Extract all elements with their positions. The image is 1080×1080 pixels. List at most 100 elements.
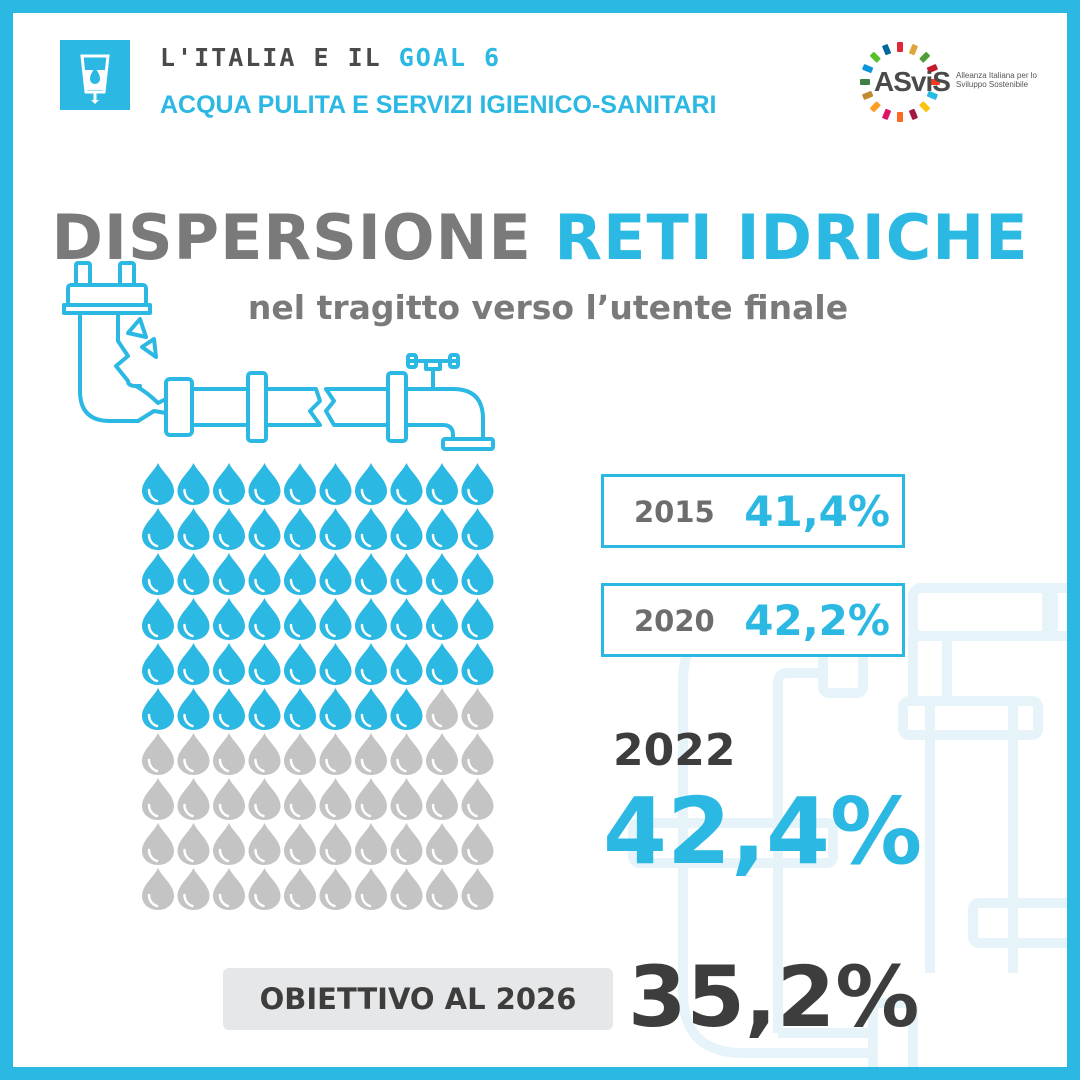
water-drop-icon [426, 598, 458, 640]
water-drop-icon [319, 868, 352, 910]
water-drop-icon [355, 778, 387, 820]
logo-tagline: Alleanza Italiana per lo Sviluppo Sosten… [956, 71, 1037, 89]
drop-highlight [467, 893, 478, 908]
header-prefix: L'ITALIA E IL [160, 43, 382, 72]
drop-highlight [431, 848, 443, 863]
drop-highlight [325, 488, 336, 503]
drop-highlight [183, 848, 194, 863]
water-drop-icon [142, 643, 174, 685]
drop-highlight [431, 803, 443, 818]
drop-highlight [467, 668, 478, 683]
logo-name: ASviS [874, 66, 951, 97]
drop-highlight [218, 488, 230, 503]
water-drop-icon [355, 643, 387, 685]
water-drop-icon [248, 733, 281, 775]
water-drop-icon [319, 688, 352, 730]
water-drop-icon [461, 553, 494, 595]
highlight-value: 42,4% [603, 778, 923, 885]
water-drop-icon [319, 553, 352, 595]
stat-year: 2020 [634, 604, 715, 638]
water-drop-icon [213, 598, 245, 640]
water-drop-icon [426, 778, 458, 820]
water-drop-icon [284, 463, 316, 505]
water-drop-icon [355, 823, 387, 865]
drop-highlight [396, 578, 407, 593]
header-line-2: ACQUA PULITA E SERVIZI IGIENICO-SANITARI [160, 91, 717, 119]
water-drop-icon [390, 688, 423, 730]
target-value: 35,2% [628, 948, 920, 1046]
drop-highlight [396, 623, 407, 638]
drop-highlight [147, 623, 159, 638]
drop-highlight [254, 623, 265, 638]
water-drop-icon [461, 508, 494, 550]
water-drop-icon [213, 463, 245, 505]
water-drop-icon [142, 868, 174, 910]
water-drop-icon [284, 868, 316, 910]
water-drop-icon [355, 868, 387, 910]
drop-highlight [360, 848, 372, 863]
water-drop-icon [177, 778, 210, 820]
drop-highlight [218, 533, 230, 548]
drop-highlight [467, 533, 478, 548]
water-drop-icon [142, 553, 174, 595]
drop-highlight [289, 803, 301, 818]
water-drop-icon [248, 463, 281, 505]
water-drop-icon [390, 823, 423, 865]
drop-highlight [360, 668, 372, 683]
title-part-2: RETI IDRICHE [554, 201, 1029, 274]
drop-highlight [289, 488, 301, 503]
water-drop-icon [177, 823, 210, 865]
water-drop-icon [213, 553, 245, 595]
drop-highlight [431, 488, 443, 503]
water-drop-icon [390, 508, 423, 550]
drop-highlight [147, 803, 159, 818]
water-drop-icon [248, 508, 281, 550]
drop-highlight [183, 803, 194, 818]
drop-highlight [467, 623, 478, 638]
water-drop-pictogram [142, 463, 494, 910]
water-drop-icon [319, 508, 352, 550]
water-drop-icon [355, 733, 387, 775]
water-drop-icon [213, 868, 245, 910]
drop-highlight [431, 623, 443, 638]
water-drop-icon [390, 778, 423, 820]
water-drop-icon [213, 688, 245, 730]
water-drop-icon [319, 643, 352, 685]
water-drop-icon [426, 823, 458, 865]
water-drop-icon [355, 553, 387, 595]
water-drop-icon [142, 778, 174, 820]
stat-value: 41,4% [744, 487, 890, 536]
drop-highlight [218, 668, 230, 683]
drop-highlight [289, 713, 301, 728]
drop-highlight [467, 713, 478, 728]
drop-highlight [289, 848, 301, 863]
header-goal: GOAL 6 [398, 43, 502, 72]
water-drop-icon [177, 688, 210, 730]
water-drop-icon [426, 688, 458, 730]
water-drop-icon [426, 868, 458, 910]
drop-highlight [147, 533, 159, 548]
drop-highlight [396, 758, 407, 773]
drop-highlight [431, 668, 443, 683]
water-drop-icon [461, 778, 494, 820]
drop-highlight [218, 803, 230, 818]
drop-highlight [289, 578, 301, 593]
main-subtitle: nel tragitto verso l’utente finale [247, 288, 849, 327]
water-drop-icon [284, 823, 316, 865]
stat-box-2015: 2015 41,4% [601, 474, 905, 548]
water-drop-icon [177, 598, 210, 640]
drop-highlight [431, 713, 443, 728]
water-drop-icon [461, 643, 494, 685]
water-drop-icon [177, 553, 210, 595]
water-drop-icon [177, 868, 210, 910]
drop-highlight [183, 578, 194, 593]
water-drop-icon [213, 778, 245, 820]
drop-highlight [325, 893, 336, 908]
drop-highlight [467, 803, 478, 818]
water-drop-icon [248, 868, 281, 910]
water-drop-icon [142, 598, 174, 640]
drop-highlight [360, 488, 372, 503]
water-drop-icon [426, 643, 458, 685]
water-glass-icon [60, 40, 130, 110]
water-drop-icon [319, 733, 352, 775]
